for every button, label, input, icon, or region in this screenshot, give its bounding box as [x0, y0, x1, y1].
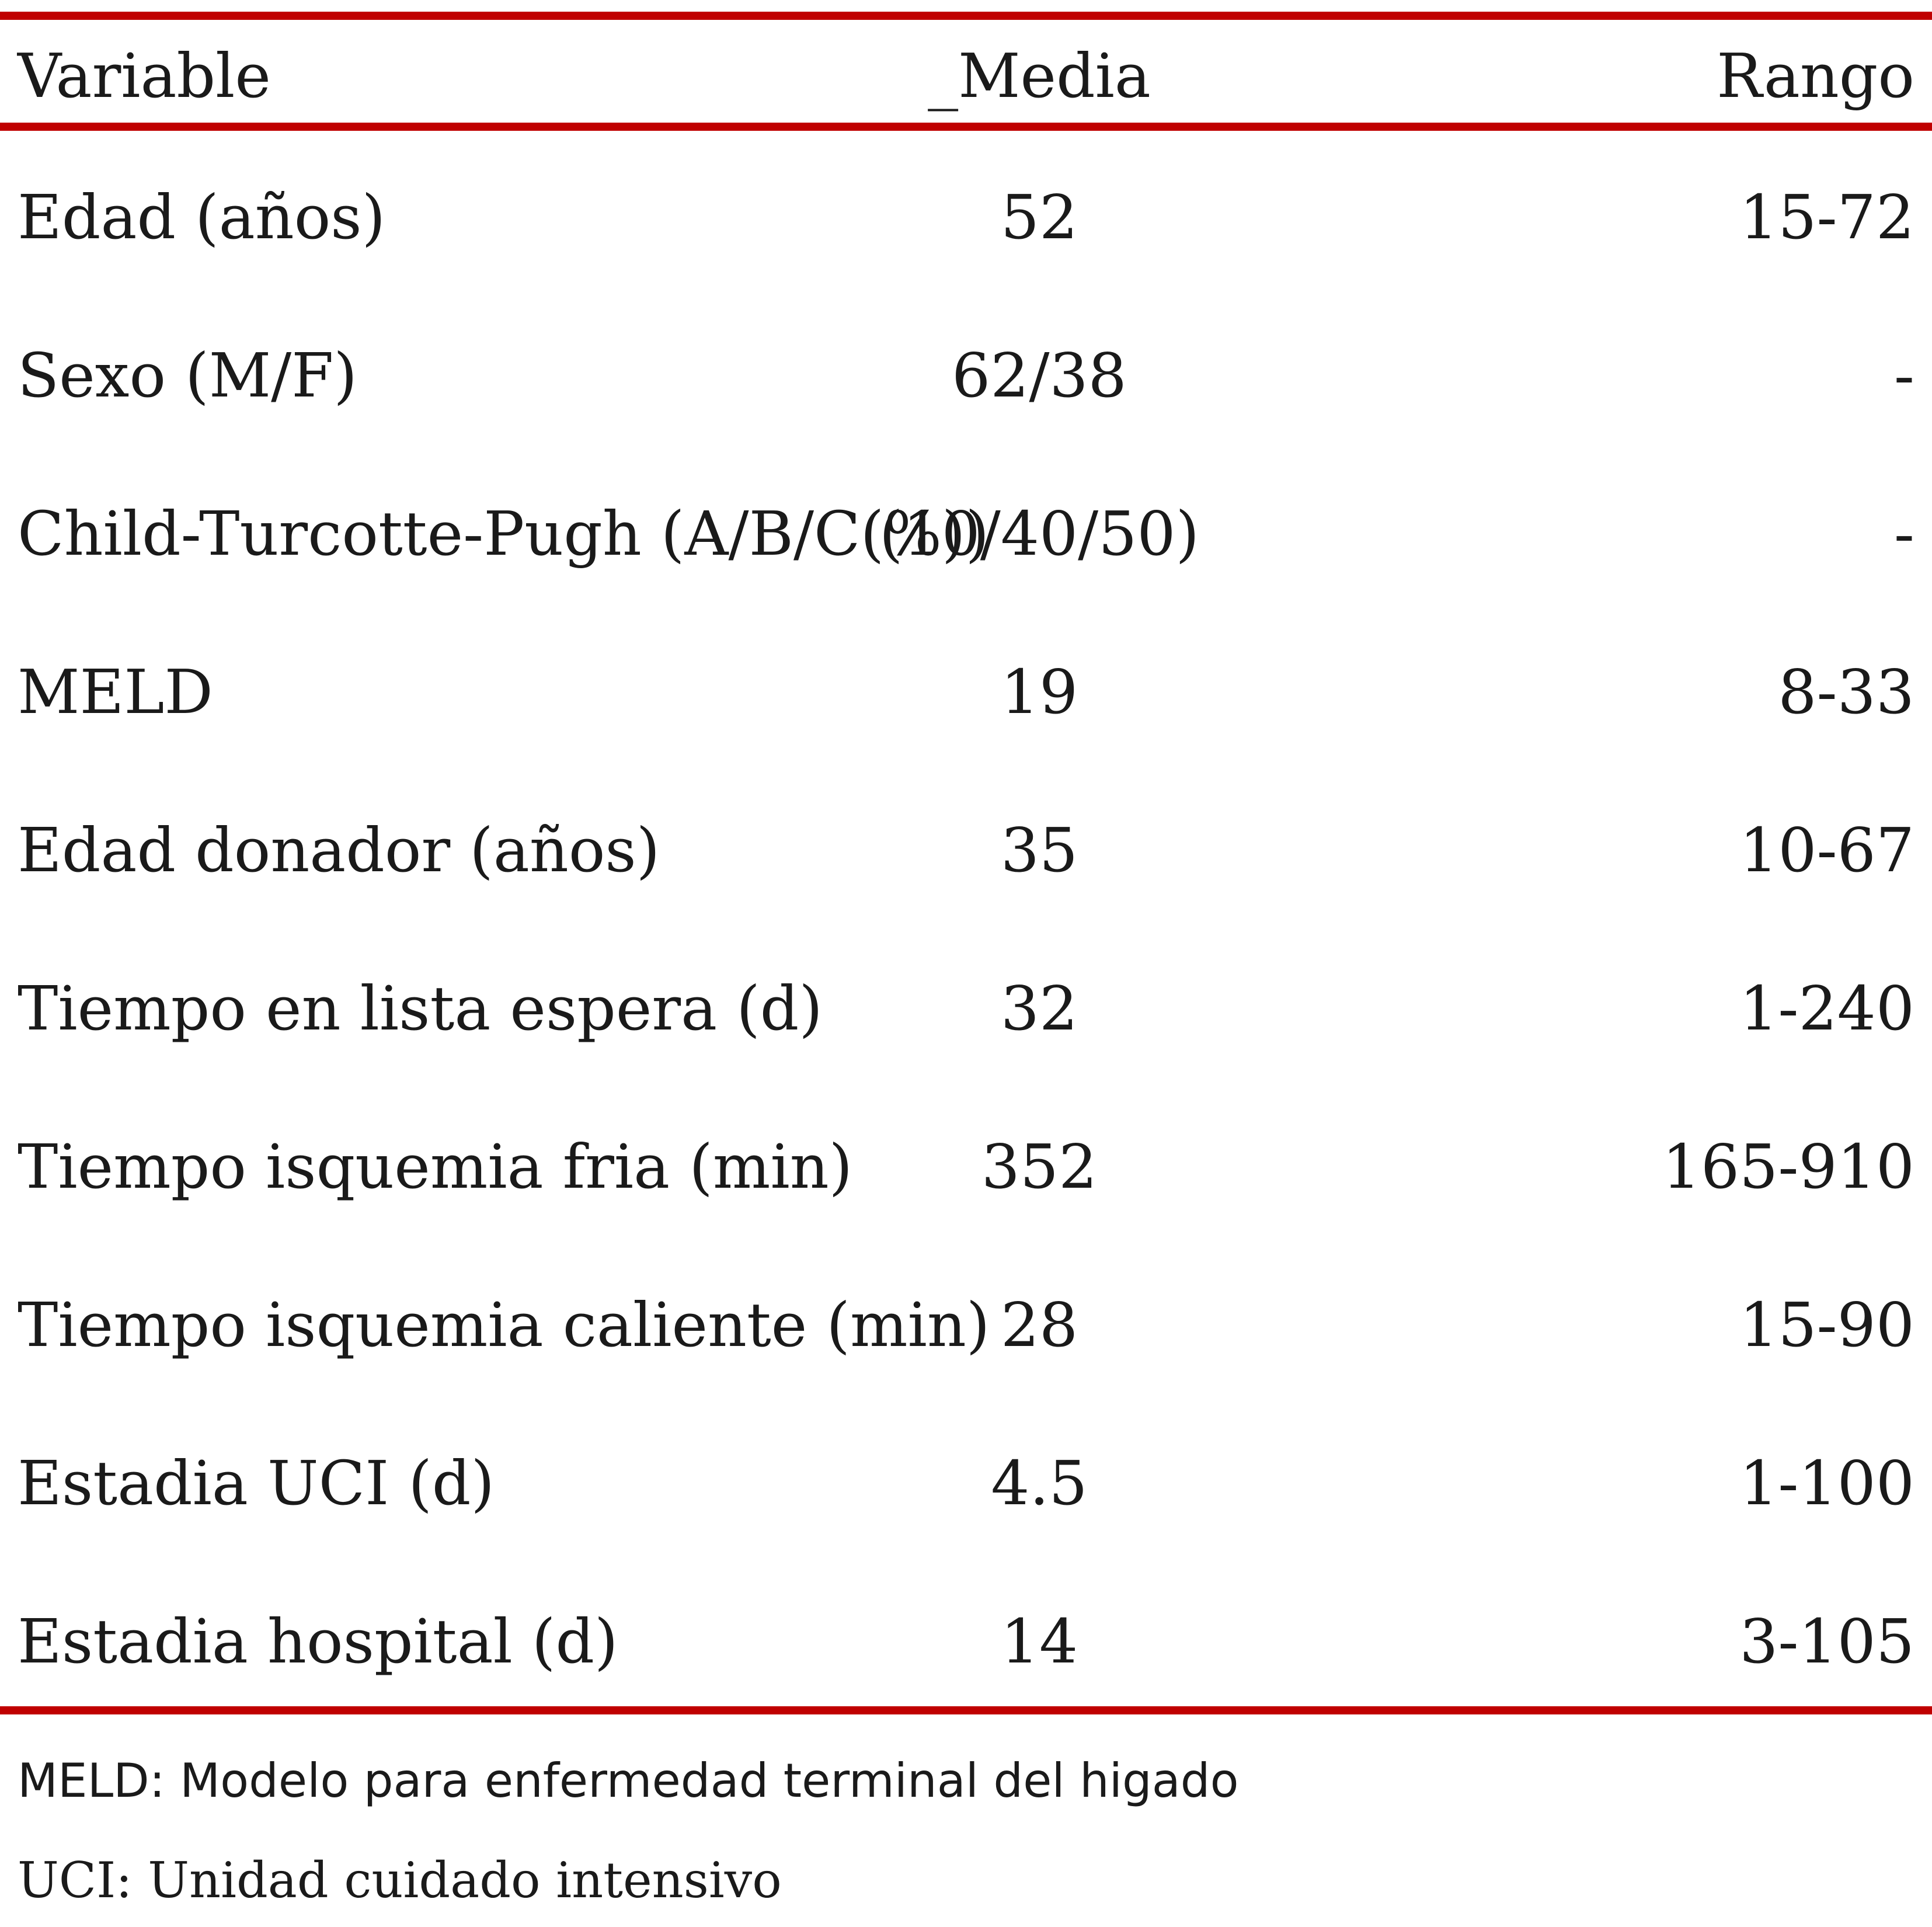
row-media: 52 — [1000, 182, 1078, 253]
row-media: 35 — [1000, 815, 1078, 886]
row-variable: Tiempo en lista espera (d) — [18, 973, 823, 1044]
row-media: 32 — [1000, 973, 1078, 1044]
row-rango: - — [1893, 340, 1914, 411]
header-variable: Variable — [18, 40, 271, 112]
row-rango: 8-33 — [1778, 656, 1914, 728]
row-variable: Estadia UCI (d) — [18, 1448, 495, 1519]
footnote-uci: UCI: Unidad cuidado intensivo — [18, 1852, 782, 1909]
row-media: 62/38 — [952, 340, 1127, 411]
row-rango: 3-105 — [1739, 1606, 1914, 1677]
row-rango: 15-72 — [1739, 182, 1914, 253]
header-rango: Rango — [1717, 40, 1914, 112]
row-variable: Tiempo isquemia caliente (min) — [18, 1289, 990, 1361]
row-variable: Estadia hospital (d) — [18, 1606, 618, 1677]
row-rango: 1-240 — [1739, 973, 1914, 1044]
table-row: Tiempo isquemia fria (min) 352 165-910 — [0, 1114, 1932, 1219]
row-media: 19 — [1000, 656, 1078, 728]
table-row: Edad (años) 52 15-72 — [0, 165, 1932, 270]
row-media: 28 — [1000, 1289, 1078, 1361]
row-rango: 165-910 — [1662, 1131, 1914, 1202]
row-variable: MELD — [18, 656, 213, 728]
row-variable: Sexo (M/F) — [18, 340, 357, 411]
row-variable: Edad (años) — [18, 182, 386, 253]
table-header-rule — [0, 123, 1932, 131]
header-media: _Media — [928, 40, 1151, 112]
table-header: Variable _Media Rango — [0, 29, 1932, 123]
row-variable: Tiempo isquemia fria (min) — [18, 1131, 853, 1202]
table-row: Sexo (M/F) 62/38 - — [0, 323, 1932, 428]
row-media: 14 — [1000, 1606, 1078, 1677]
row-rango: - — [1893, 498, 1914, 569]
row-variable: Child-Turcotte-Pugh (A/B/C(%)) — [18, 498, 990, 569]
row-media: (10/40/50) — [879, 498, 1200, 569]
row-rango: 10-67 — [1739, 815, 1914, 886]
table-row: MELD 19 8-33 — [0, 639, 1932, 745]
row-variable: Edad donador (años) — [18, 815, 660, 886]
table-row: Estadia UCI (d) 4.5 1-100 — [0, 1431, 1932, 1536]
row-media: 352 — [981, 1131, 1098, 1202]
table-row: Edad donador (años) 35 10-67 — [0, 798, 1932, 903]
footnote-meld: MELD: Modelo para enfermedad terminal de… — [18, 1754, 1239, 1808]
table-row: Estadia hospital (d) 14 3-105 — [0, 1589, 1932, 1694]
table-row: Tiempo en lista espera (d) 32 1-240 — [0, 956, 1932, 1061]
row-rango: 1-100 — [1739, 1448, 1914, 1519]
table-row: Tiempo isquemia caliente (min) 28 15-90 — [0, 1272, 1932, 1378]
table-row: Child-Turcotte-Pugh (A/B/C(%)) (10/40/50… — [0, 481, 1932, 586]
row-rango: 15-90 — [1739, 1289, 1914, 1361]
row-media: 4.5 — [991, 1448, 1088, 1519]
table-top-rule — [0, 12, 1932, 20]
table-bottom-rule — [0, 1706, 1932, 1714]
